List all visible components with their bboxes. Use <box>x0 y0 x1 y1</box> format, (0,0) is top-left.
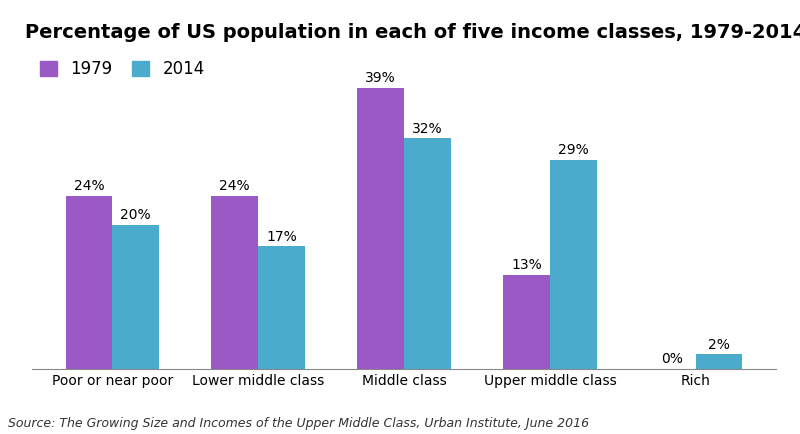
Text: Source: The Growing Size and Incomes of the Upper Middle Class, Urban Institute,: Source: The Growing Size and Incomes of … <box>8 417 589 430</box>
Bar <box>404 138 450 369</box>
Text: Percentage of US population in each of five income classes, 1979-2014: Percentage of US population in each of f… <box>25 23 800 42</box>
Bar <box>358 88 404 369</box>
Bar <box>211 196 258 369</box>
Bar <box>503 275 550 369</box>
Bar <box>66 196 112 369</box>
Text: 39%: 39% <box>366 71 396 85</box>
Text: 20%: 20% <box>120 208 151 222</box>
Text: 13%: 13% <box>511 258 542 273</box>
Legend: 1979, 2014: 1979, 2014 <box>40 60 205 79</box>
Text: 29%: 29% <box>558 143 589 157</box>
Bar <box>258 247 305 369</box>
Bar <box>696 355 742 369</box>
Text: 32%: 32% <box>412 122 442 135</box>
Text: 24%: 24% <box>219 179 250 193</box>
Bar <box>112 225 159 369</box>
Text: 17%: 17% <box>266 230 297 243</box>
Text: 0%: 0% <box>662 352 683 366</box>
Bar <box>550 160 597 369</box>
Text: 24%: 24% <box>74 179 104 193</box>
Text: 2%: 2% <box>708 338 730 352</box>
